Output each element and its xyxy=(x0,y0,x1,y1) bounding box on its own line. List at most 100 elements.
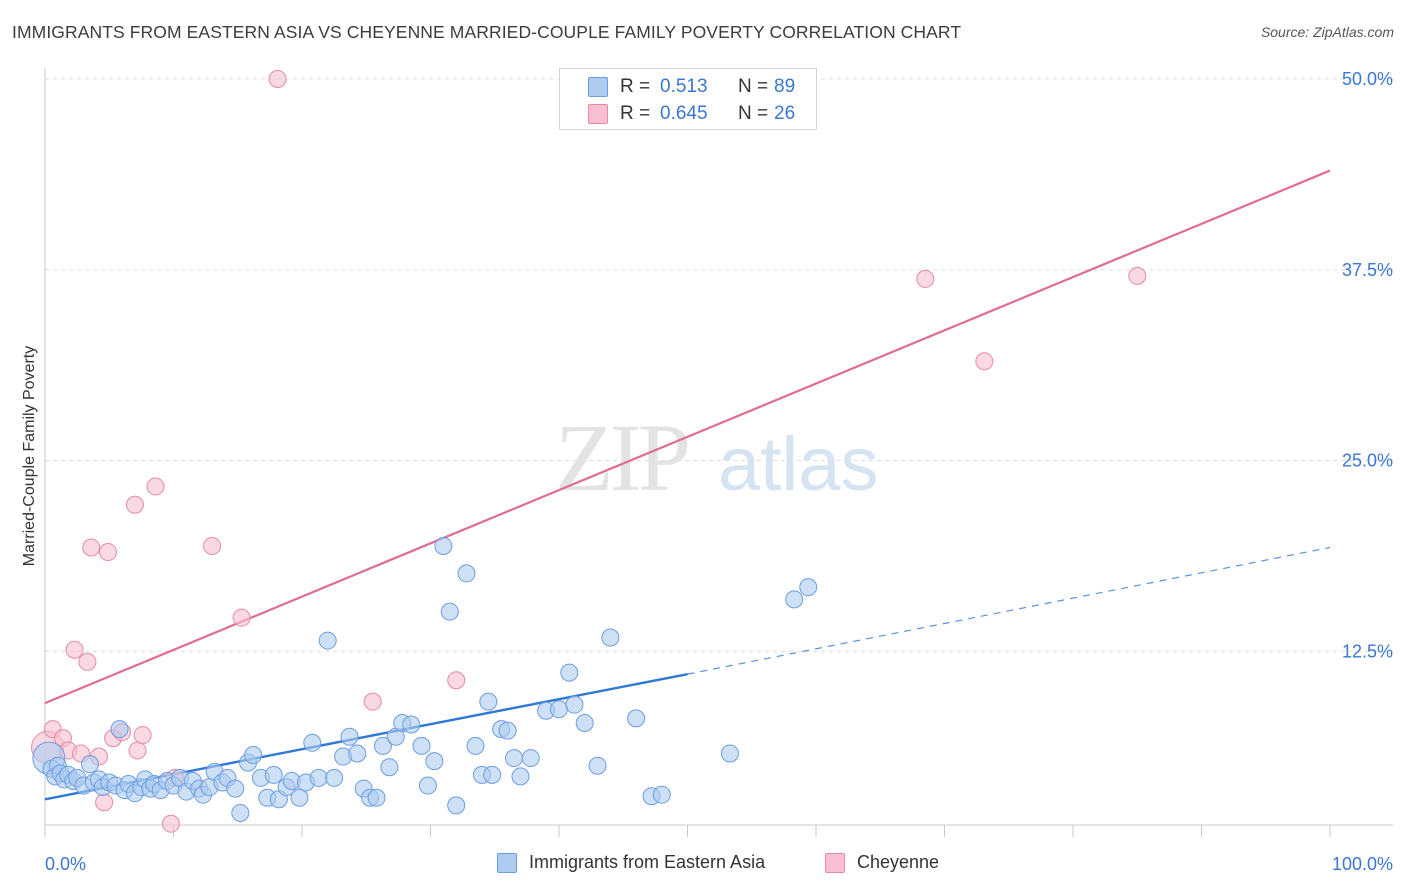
legend-item-cheyenne: Cheyenne xyxy=(825,852,939,873)
point-eastern-asia xyxy=(799,578,818,597)
point-eastern-asia xyxy=(110,720,129,739)
legend-label-eastern-asia: Immigrants from Eastern Asia xyxy=(529,852,766,872)
point-eastern-asia xyxy=(244,746,263,765)
x-tick-label: 100.0% xyxy=(1332,854,1393,874)
n-label: N = xyxy=(738,103,769,124)
legend-swatch-eastern-asia xyxy=(588,77,608,97)
point-eastern-asia xyxy=(425,752,444,771)
point-cheyenne xyxy=(98,543,117,562)
point-eastern-asia xyxy=(588,756,607,775)
point-cheyenne xyxy=(363,692,382,711)
point-eastern-asia xyxy=(303,733,322,752)
watermark-zip: ZIP xyxy=(555,404,688,511)
point-cheyenne xyxy=(203,536,222,555)
grid-lines xyxy=(45,78,1393,652)
point-cheyenne xyxy=(128,741,147,760)
point-eastern-asia xyxy=(720,744,739,763)
point-eastern-asia xyxy=(550,700,568,719)
point-cheyenne xyxy=(975,352,994,371)
legend-label-cheyenne: Cheyenne xyxy=(857,852,940,872)
point-eastern-asia xyxy=(434,536,453,555)
point-eastern-asia xyxy=(380,758,399,777)
trend-lines xyxy=(44,169,1331,801)
point-cheyenne xyxy=(95,793,114,812)
point-cheyenne xyxy=(1128,266,1147,285)
point-eastern-asia xyxy=(418,776,437,795)
point-eastern-asia xyxy=(80,755,99,774)
legend-row-cheyenne: R = 0.645 N = 26 xyxy=(560,101,852,127)
point-cheyenne xyxy=(125,495,144,514)
point-cheyenne xyxy=(133,726,152,745)
watermark: ZIP atlas xyxy=(555,404,879,511)
series-legend: Immigrants from Eastern Asia Cheyenne xyxy=(0,852,1406,876)
point-cheyenne xyxy=(82,538,101,557)
axes xyxy=(44,68,1393,837)
point-eastern-asia xyxy=(627,709,646,728)
x-tick-labels: 0.0% 100.0% xyxy=(45,854,1393,874)
point-eastern-asia xyxy=(498,721,517,740)
point-eastern-asia xyxy=(565,695,584,714)
point-eastern-asia xyxy=(226,779,245,798)
point-eastern-asia xyxy=(652,785,671,804)
point-cheyenne xyxy=(447,671,466,690)
correlation-legend: R = 0.513 N = 89 R = 0.645 N = 26 xyxy=(559,68,817,130)
trend-line-cheyenne xyxy=(44,169,1331,705)
y-axis-label: Married-Couple Family Poverty xyxy=(21,345,38,567)
point-cheyenne xyxy=(78,652,97,671)
y-tick-labels: 12.5% 25.0% 37.5% 50.0% xyxy=(1342,69,1393,661)
point-eastern-asia xyxy=(402,715,421,734)
point-eastern-asia xyxy=(447,796,466,815)
legend-item-eastern-asia: Immigrants from Eastern Asia xyxy=(497,852,765,873)
legend-swatch-cheyenne xyxy=(588,104,608,124)
legend-swatch-eastern-asia xyxy=(497,852,517,873)
point-eastern-asia xyxy=(367,788,386,807)
n-value: 26 xyxy=(774,103,796,124)
point-eastern-asia xyxy=(785,590,804,609)
legend-row-eastern-asia: R = 0.513 N = 89 xyxy=(560,74,852,100)
y-tick-label: 50.0% xyxy=(1342,69,1393,89)
point-eastern-asia xyxy=(309,768,328,787)
point-cheyenne xyxy=(916,269,935,288)
r-label: R = xyxy=(620,76,651,97)
point-eastern-asia xyxy=(340,727,359,746)
point-eastern-asia xyxy=(521,749,540,768)
point-eastern-asia xyxy=(348,744,367,763)
point-eastern-asia xyxy=(466,736,485,755)
y-tick-label: 12.5% xyxy=(1342,641,1393,661)
point-eastern-asia xyxy=(318,631,337,650)
data-points xyxy=(31,70,1147,833)
point-eastern-asia xyxy=(505,749,524,768)
y-tick-label: 37.5% xyxy=(1342,260,1393,280)
point-cheyenne xyxy=(65,640,84,659)
point-eastern-asia xyxy=(325,768,344,787)
point-eastern-asia xyxy=(290,788,309,807)
legend-swatch-cheyenne xyxy=(825,852,845,873)
r-value: 0.645 xyxy=(660,103,708,124)
source-credit: Source: ZipAtlas.com xyxy=(1260,24,1394,40)
point-eastern-asia xyxy=(560,663,579,682)
point-eastern-asia xyxy=(479,692,498,711)
point-eastern-asia xyxy=(373,736,392,755)
point-cheyenne xyxy=(268,70,287,88)
point-eastern-asia xyxy=(231,804,250,823)
r-label: R = xyxy=(620,103,651,124)
point-cheyenne xyxy=(146,477,165,496)
point-eastern-asia xyxy=(440,602,459,621)
point-eastern-asia xyxy=(601,628,620,647)
r-value: 0.513 xyxy=(660,76,708,97)
point-eastern-asia xyxy=(575,713,594,732)
point-eastern-asia xyxy=(412,736,431,755)
chart-title: IMMIGRANTS FROM EASTERN ASIA VS CHEYENNE… xyxy=(12,22,962,42)
trend-line-eastern-asia-extension xyxy=(687,546,1331,675)
point-eastern-asia xyxy=(483,765,502,784)
x-tick-label: 0.0% xyxy=(45,854,86,874)
n-label: N = xyxy=(738,76,769,97)
point-eastern-asia xyxy=(511,767,530,786)
point-cheyenne xyxy=(161,814,180,833)
watermark-atlas: atlas xyxy=(718,422,879,507)
y-tick-label: 25.0% xyxy=(1342,451,1393,471)
n-value: 89 xyxy=(774,76,796,97)
point-cheyenne xyxy=(232,608,251,627)
point-eastern-asia xyxy=(457,564,476,583)
